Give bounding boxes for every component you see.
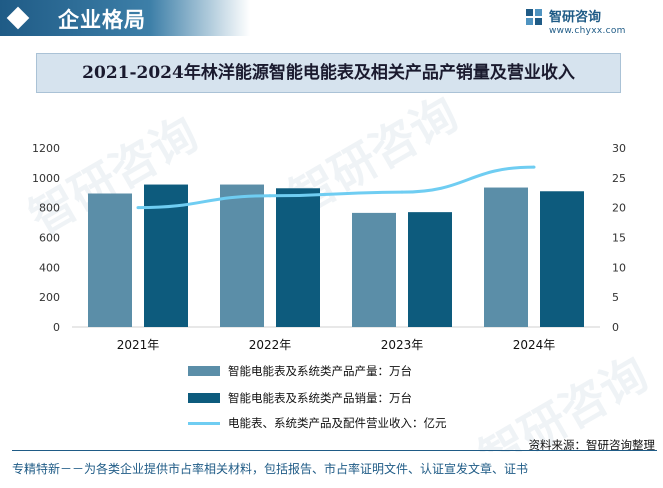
bar-production xyxy=(484,187,528,327)
revenue-point xyxy=(268,194,272,198)
legend-line-revenue xyxy=(188,422,220,425)
divider xyxy=(12,450,657,451)
revenue-point xyxy=(532,165,536,169)
x-tick-label: 2024年 xyxy=(513,338,556,352)
legend-label-sales: 智能电能表及系统类产品销量：万台 xyxy=(228,391,412,405)
section-banner xyxy=(0,0,250,36)
y-left-tick-label: 600 xyxy=(39,232,60,245)
y-left-tick-label: 0 xyxy=(53,321,60,334)
bar-production xyxy=(88,193,132,327)
y-right-tick-label: 0 xyxy=(612,321,619,334)
logo-name: 智研咨询 xyxy=(549,10,602,25)
y-right-tick-label: 25 xyxy=(612,172,626,185)
x-tick-label: 2023年 xyxy=(381,338,424,352)
bar-production xyxy=(352,212,396,327)
legend-swatch-production xyxy=(188,366,220,376)
revenue-line xyxy=(137,165,535,210)
y-right-tick-label: 30 xyxy=(612,142,626,155)
logo-url: www.chyxx.com xyxy=(549,26,626,36)
bar-production xyxy=(220,184,264,327)
y-left-tick-label: 800 xyxy=(39,202,60,215)
section-title: 企业格局 xyxy=(58,8,146,32)
source-note: 资料来源：智研咨询整理 xyxy=(528,438,656,452)
bar-sales xyxy=(276,188,320,327)
y-left-tick-label: 1200 xyxy=(32,142,60,155)
revenue-point xyxy=(400,190,404,194)
header: 企业格局 智研咨询 www.chyxx.com xyxy=(0,0,663,38)
bar-sales xyxy=(408,212,452,327)
legend-swatch-sales xyxy=(188,393,220,403)
legend-label-production: 智能电能表及系统类产品产量：万台 xyxy=(228,364,412,378)
x-tick-label: 2022年 xyxy=(249,338,292,352)
chart-title: 2021-2024年林洋能源智能电能表及相关产品产销量及营业收入 xyxy=(36,53,621,93)
x-tick-label: 2021年 xyxy=(117,338,160,352)
y-right-tick-label: 20 xyxy=(612,202,626,215)
y-left-tick-label: 200 xyxy=(39,291,60,304)
y-right-tick-label: 5 xyxy=(612,291,619,304)
logo-mark-icon xyxy=(526,9,542,25)
y-left-tick-label: 400 xyxy=(39,261,60,274)
bar-sales xyxy=(540,191,584,327)
brand-logo: 智研咨询 www.chyxx.com xyxy=(525,6,645,38)
legend-label-revenue: 电能表、系统类产品及配件营业收入：亿元 xyxy=(228,416,447,430)
y-right-tick-label: 15 xyxy=(612,232,626,245)
revenue-point xyxy=(136,206,140,210)
footer: 专精特新－－为各类企业提供市占率相关材料，包括报告、市占率证明文件、认证宣发文章… xyxy=(0,452,663,485)
footer-text: 专精特新－－为各类企业提供市占率相关材料，包括报告、市占率证明文件、认证宣发文章… xyxy=(12,462,529,476)
y-left-tick-label: 1000 xyxy=(32,172,60,185)
y-right-tick-label: 10 xyxy=(612,261,626,274)
